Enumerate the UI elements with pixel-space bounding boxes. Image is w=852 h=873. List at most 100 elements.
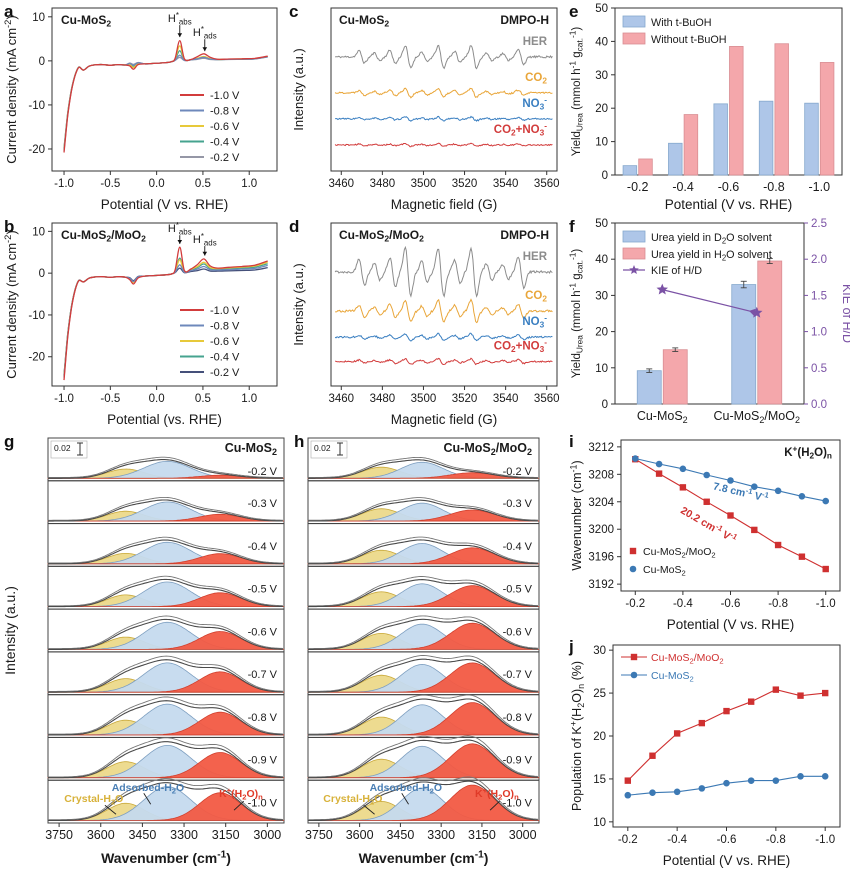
svg-text:0.5: 0.5 [811,363,827,375]
svg-text:K+(H2O)n: K+(H2O)n [219,786,263,801]
svg-text:3192: 3192 [588,579,614,591]
svg-text:Cu-MoS2/MoO2: Cu-MoS2/MoO2 [444,441,533,457]
svg-text:3750: 3750 [305,828,333,842]
svg-text:-1.0: -1.0 [54,393,74,405]
svg-text:Adsorbed-H2O: Adsorbed-H2O [112,782,185,795]
svg-text:Cu-MoS2/MoO2: Cu-MoS2/MoO2 [643,546,716,559]
svg-text:DMPO-H: DMPO-H [500,228,549,242]
svg-text:-0.6 V: -0.6 V [248,626,278,638]
svg-text:3300: 3300 [170,828,198,842]
panel-b-chart: -1.0 -0.5 0.0 0.5 1.0 10 0 -10 -20 Potential (vs.… [2,221,278,427]
svg-text:Crystal-H2O: Crystal-H2O [64,793,123,806]
svg-text:DMPO-H: DMPO-H [500,13,549,27]
svg-text:-0.6: -0.6 [718,180,740,194]
svg-text:2.0: 2.0 [811,254,827,266]
panel-f: f 0 10 20 30 40 50 YieldUrea (mmol h-1 gcat.-1… [567,217,850,430]
svg-text:10: 10 [595,363,608,375]
svg-text:0: 0 [602,399,608,411]
svg-text:Magnetic field (G): Magnetic field (G) [391,412,498,427]
svg-text:15: 15 [593,774,606,786]
svg-text:-1.0: -1.0 [816,598,836,610]
svg-text:3204: 3204 [588,497,614,509]
panel-a: a -1.0 -0.5 0.0 0.5 1.0 10 0 -10 -20 Potential (V… [2,2,285,215]
svg-text:Magnetic field (G): Magnetic field (G) [391,197,498,212]
svg-text:7.8 cm-1 V-1: 7.8 cm-1 V-1 [712,479,771,505]
svg-text:-0.8: -0.8 [766,834,786,846]
panel-b-letter: b [4,217,15,236]
svg-text:-20: -20 [28,144,45,156]
svg-text:3480: 3480 [370,178,396,190]
svg-text:3000: 3000 [253,828,281,842]
svg-text:-0.8 V: -0.8 V [210,321,240,333]
svg-text:1.0: 1.0 [811,327,827,339]
svg-text:-0.8 V: -0.8 V [248,712,278,724]
svg-text:0.02: 0.02 [314,443,331,453]
svg-text:-0.4 V: -0.4 V [210,352,240,364]
svg-text:-0.4: -0.4 [667,834,687,846]
svg-text:K+(H2O)n: K+(H2O)n [784,444,832,461]
svg-text:-0.8 V: -0.8 V [210,106,240,118]
panel-g-chart: Cu-MoS2 0.02 -0.2 V -0.3 V -0.4 V -0.5 V -0.6 … [2,437,285,866]
svg-text:-0.9 V: -0.9 V [503,755,533,767]
svg-text:Current density (mA cm-2): Current density (mA cm-2) [2,230,19,379]
svg-text:Population of K+(H2O)n (%): Population of K+(H2O)n (%) [568,661,586,811]
svg-text:Intensity (a.u.): Intensity (a.u.) [291,48,306,130]
svg-text:HER: HER [523,36,548,48]
svg-text:Crystal-H2O: Crystal-H2O [323,793,382,806]
svg-text:Cu-MoS2/MoO2: Cu-MoS2/MoO2 [651,652,724,665]
svg-text:-0.2: -0.2 [627,180,649,194]
svg-text:H*abs: H*abs [168,11,192,27]
svg-text:3520: 3520 [452,178,478,190]
svg-text:-0.3 V: -0.3 V [503,498,533,510]
panel-i: i -0.2 -0.4 -0.6 -0.8 -1.0 3192 3196 3200 3204 32… [567,432,850,635]
svg-text:3500: 3500 [411,178,437,190]
svg-text:Cu-MoS2: Cu-MoS2 [651,670,694,683]
svg-text:3212: 3212 [588,442,614,454]
svg-text:0.0: 0.0 [149,393,165,405]
svg-text:50: 50 [595,3,608,15]
svg-text:3450: 3450 [386,828,414,842]
svg-text:Adsorbed-H2O: Adsorbed-H2O [370,782,443,795]
svg-text:3520: 3520 [452,393,478,405]
svg-text:CO2: CO2 [525,290,547,304]
panel-f-letter: f [569,217,575,236]
panel-a-chart: -1.0 -0.5 0.0 0.5 1.0 10 0 -10 -20 Potential (V v… [2,7,278,212]
svg-text:Cu-MoS2/MoO2: Cu-MoS2/MoO2 [339,228,424,244]
svg-text:3150: 3150 [212,828,240,842]
svg-text:-1.0: -1.0 [815,834,835,846]
svg-text:-0.7 V: -0.7 V [248,669,278,681]
svg-text:-0.6 V: -0.6 V [210,121,240,133]
svg-text:HER: HER [523,251,548,263]
svg-text:H*ads: H*ads [193,232,217,248]
svg-text:0.02: 0.02 [54,443,71,453]
svg-text:Urea yield in D2O solvent: Urea yield in D2O solvent [651,232,772,245]
panel-j-letter: j [569,637,574,656]
svg-text:H*ads: H*ads [193,25,217,41]
svg-text:20: 20 [593,731,606,743]
svg-text:-20: -20 [28,352,45,364]
svg-text:10: 10 [32,12,45,24]
svg-text:3560: 3560 [534,178,560,190]
svg-text:-0.3 V: -0.3 V [248,498,278,510]
svg-text:20: 20 [595,327,608,339]
svg-text:-0.5: -0.5 [100,178,120,190]
svg-text:-1.0 V: -1.0 V [210,90,240,102]
svg-text:-10: -10 [28,310,45,322]
svg-text:-1.0: -1.0 [809,180,831,194]
svg-text:3460: 3460 [328,393,354,405]
panel-h-letter: h [294,432,305,451]
svg-text:-1.0 V: -1.0 V [248,797,278,809]
svg-text:Wavenumber (cm-1): Wavenumber (cm-1) [568,460,584,570]
svg-text:3150: 3150 [468,828,496,842]
svg-text:-0.4: -0.4 [672,180,694,194]
panel-b: b -1.0 -0.5 0.0 0.5 1.0 10 0 -10 -20 Potential (v… [2,217,285,430]
panel-d-chart: 3460 3480 3500 3520 3540 3560 Magnetic field (… [291,222,560,427]
svg-text:3000: 3000 [509,828,537,842]
svg-text:0.0: 0.0 [811,399,827,411]
svg-text:-0.2 V: -0.2 V [210,152,240,164]
panel-g-letter: g [4,432,15,451]
svg-text:0.5: 0.5 [195,393,211,405]
svg-text:-0.5 V: -0.5 V [503,584,533,596]
panel-g: g Cu-MoS2 0.02 -0.2 V -0.3 V -0.4 V -0.5 V -0.… [2,432,288,871]
